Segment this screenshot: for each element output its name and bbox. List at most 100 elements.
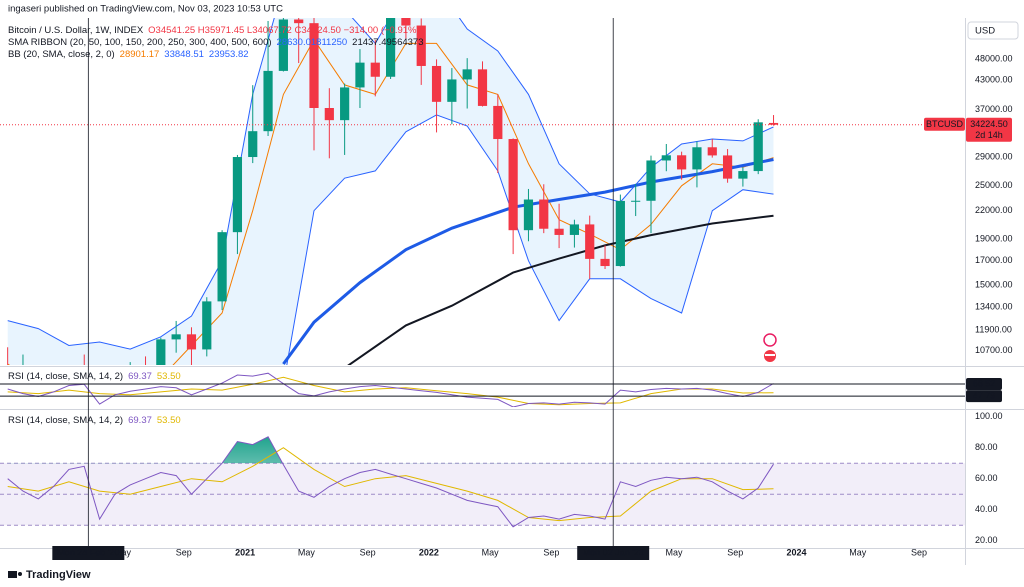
candle-body — [248, 131, 258, 158]
price-tick-label: 10700.00 — [975, 345, 1013, 355]
symbol-label: BTCUSD — [926, 119, 964, 129]
legend-item: 28901.17 — [120, 49, 160, 60]
price-tick-label: 25000.00 — [975, 180, 1013, 190]
price-tick-label: 15000.00 — [975, 280, 1013, 290]
rsi-tick-label: 60.00 — [975, 473, 998, 483]
legend-item: 21437.49564373 — [352, 37, 423, 48]
rsi-band — [0, 463, 965, 526]
candle-body — [156, 339, 166, 365]
candle-body — [263, 70, 273, 132]
candle-body — [232, 157, 243, 233]
candle-body — [692, 147, 702, 170]
candle-body — [462, 69, 472, 80]
legend-item: RSI (14, close, SMA, 14, 2) — [8, 371, 123, 382]
candle-body — [539, 199, 549, 229]
countdown: 2d 14h — [975, 130, 1003, 140]
candle-body — [493, 105, 503, 140]
currency: USD — [975, 26, 995, 37]
time-tick-label: Sep — [360, 547, 376, 557]
candle-body — [386, 18, 396, 77]
candle-body — [554, 228, 564, 235]
candle-body — [600, 258, 610, 267]
bb-upper — [7, 18, 774, 350]
time-tick-label: May — [849, 547, 867, 557]
pane — [7, 372, 774, 407]
legend-item: 28630.01811250 — [277, 37, 348, 48]
candle-body — [186, 334, 197, 350]
candle-body — [202, 301, 212, 350]
price-tick-label: 43000.00 — [975, 75, 1013, 85]
candle-body — [278, 19, 288, 71]
rsi-line — [7, 436, 774, 528]
rsi-line — [7, 376, 774, 406]
rsi-tick-label: 100.00 — [975, 411, 1003, 421]
level-label: 47.79 — [973, 390, 996, 400]
rsi-tick-label: 40.00 — [975, 504, 998, 514]
crosshair-tag — [52, 546, 125, 560]
rsi-line — [7, 372, 774, 407]
candle-body — [294, 19, 304, 24]
legend: SMA RIBBON (20, 50, 100, 150, 200, 250, … — [8, 37, 424, 48]
legend-item: 23953.82 — [209, 49, 249, 60]
time-tick-label: 2024 — [786, 547, 806, 557]
candle-body — [447, 79, 457, 102]
level-label: 68.52 — [973, 378, 996, 388]
time-tick-label: Sep — [543, 547, 559, 557]
rsi-tick-label: 20.00 — [975, 535, 998, 545]
currency-box — [967, 21, 1019, 40]
time-tick-label: Sep — [911, 547, 927, 557]
candle-body — [646, 160, 656, 201]
legend-item: 33848.51 — [164, 49, 204, 60]
price-tick-label: 22000.00 — [975, 205, 1013, 215]
crosshair-tag — [577, 546, 650, 560]
time-tick-label: May — [298, 547, 316, 557]
legend: RSI (14, close, SMA, 14, 2) 69.37 53.50 — [8, 371, 181, 382]
legend-item: 53.50 — [157, 371, 181, 382]
candle-body — [707, 147, 717, 156]
price-tick-label: 37000.00 — [975, 104, 1013, 114]
candle-body — [401, 18, 411, 26]
candle-body — [309, 23, 319, 109]
price-tick-label: 17000.00 — [975, 255, 1013, 265]
overbought-fill — [222, 436, 283, 464]
price-tick-label: 48000.00 — [975, 53, 1013, 63]
sma-line — [347, 214, 774, 365]
level-tag — [966, 390, 1002, 403]
time-tick-label: May — [665, 547, 683, 557]
time-tick-label: May — [482, 547, 500, 557]
price-tick-label: 11900.00 — [975, 325, 1012, 335]
candle-body — [569, 224, 579, 235]
candle-body — [523, 199, 534, 231]
legend-item: 69.37 — [128, 371, 152, 382]
candle-body — [217, 232, 227, 302]
time-tick-label: 2021 — [235, 547, 255, 557]
brand: TradingView — [26, 569, 91, 581]
candle-body — [615, 200, 625, 267]
bb-fill — [7, 18, 774, 365]
symbol-tag — [924, 117, 965, 131]
candle-body — [508, 139, 518, 231]
candle-body — [416, 25, 426, 66]
price-tick-label: 19000.00 — [975, 234, 1013, 244]
legend: Bitcoin / U.S. Dollar, 1W, INDEX O34541.2… — [8, 25, 420, 36]
rsi-line — [7, 447, 774, 522]
price-tick-label: 29000.00 — [975, 151, 1013, 161]
candle-body — [370, 62, 380, 77]
candle-body — [677, 155, 687, 170]
candle-body — [753, 122, 763, 172]
legend: BB (20, SMA, close, 2, 0) 28901.17 33848.5… — [8, 49, 249, 60]
legend-item: Bitcoin / U.S. Dollar, 1W, INDEX — [8, 25, 144, 36]
crosshair-label: Mon 24 Feb '20 — [57, 547, 119, 557]
time-tick-label: 2022 — [419, 547, 439, 557]
candle-body — [340, 87, 350, 121]
level-tag — [966, 377, 1002, 390]
time-tick-label: Sep — [176, 547, 192, 557]
candle-body — [477, 69, 488, 106]
events — [763, 333, 777, 362]
candle-body — [768, 122, 779, 125]
legend-item: 69.37 — [128, 415, 152, 426]
candle-body — [355, 62, 365, 88]
candle-body — [661, 155, 671, 161]
